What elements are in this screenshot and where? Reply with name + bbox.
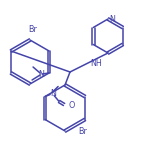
Text: N: N <box>109 15 115 25</box>
Text: O: O <box>68 101 75 110</box>
Text: N: N <box>50 89 56 98</box>
Text: Br: Br <box>79 126 87 135</box>
Text: N: N <box>38 69 44 79</box>
Text: NH: NH <box>90 59 102 68</box>
Text: Br: Br <box>29 25 37 34</box>
